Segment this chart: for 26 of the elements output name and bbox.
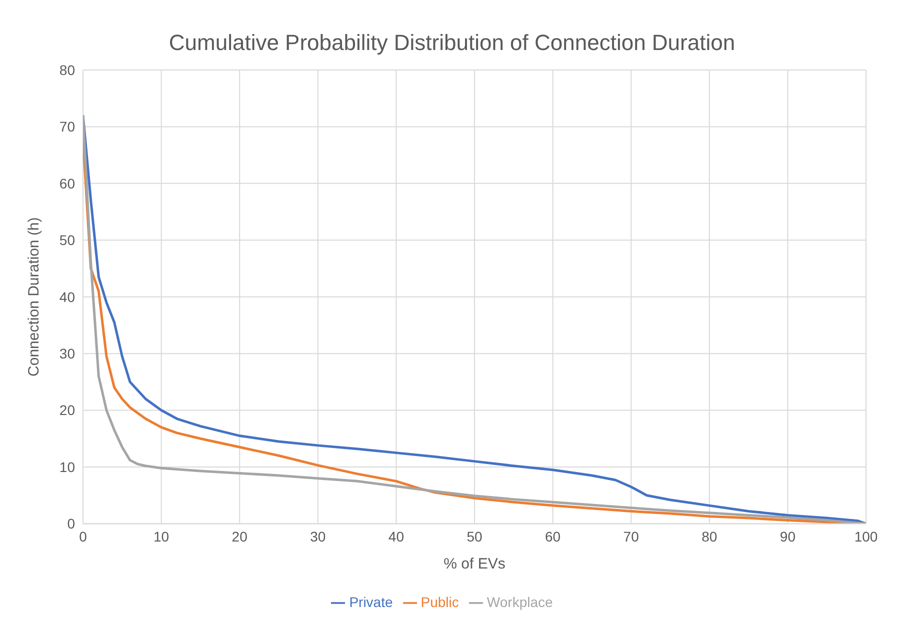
y-tick-label: 60 [59,175,76,192]
y-tick-label: 50 [59,232,76,248]
x-tick-label: 70 [623,528,640,545]
y-tick-label: 80 [59,62,76,78]
x-tick-label: 10 [154,528,170,545]
x-tick-label: 90 [780,528,796,545]
y-tick-label: 30 [59,346,76,362]
x-tick-label: 20 [232,528,248,545]
x-tick-label: 60 [545,528,561,545]
x-axis-title: % of EVs [444,556,506,573]
chart-title: Cumulative Probability Distribution of Connection Duration [168,29,736,57]
y-tick-label: 10 [59,458,76,475]
y-tick-label: 20 [59,402,76,418]
legend-label: Workplace [486,594,553,610]
legend-label: Public [420,594,459,610]
legend-label: Private [349,594,393,610]
y-tick-label: 70 [59,118,76,135]
y-axis-title: Connection Duration (h) [25,217,42,376]
x-tick-label: 100 [854,528,878,545]
y-tick-label: 0 [67,516,76,532]
x-tick-label: 30 [310,528,326,545]
x-tick-label: 0 [79,528,88,545]
x-tick-label: 80 [702,528,718,545]
x-tick-label: 40 [388,528,404,545]
x-tick-label: 50 [466,528,482,545]
y-tick-label: 40 [59,288,76,305]
